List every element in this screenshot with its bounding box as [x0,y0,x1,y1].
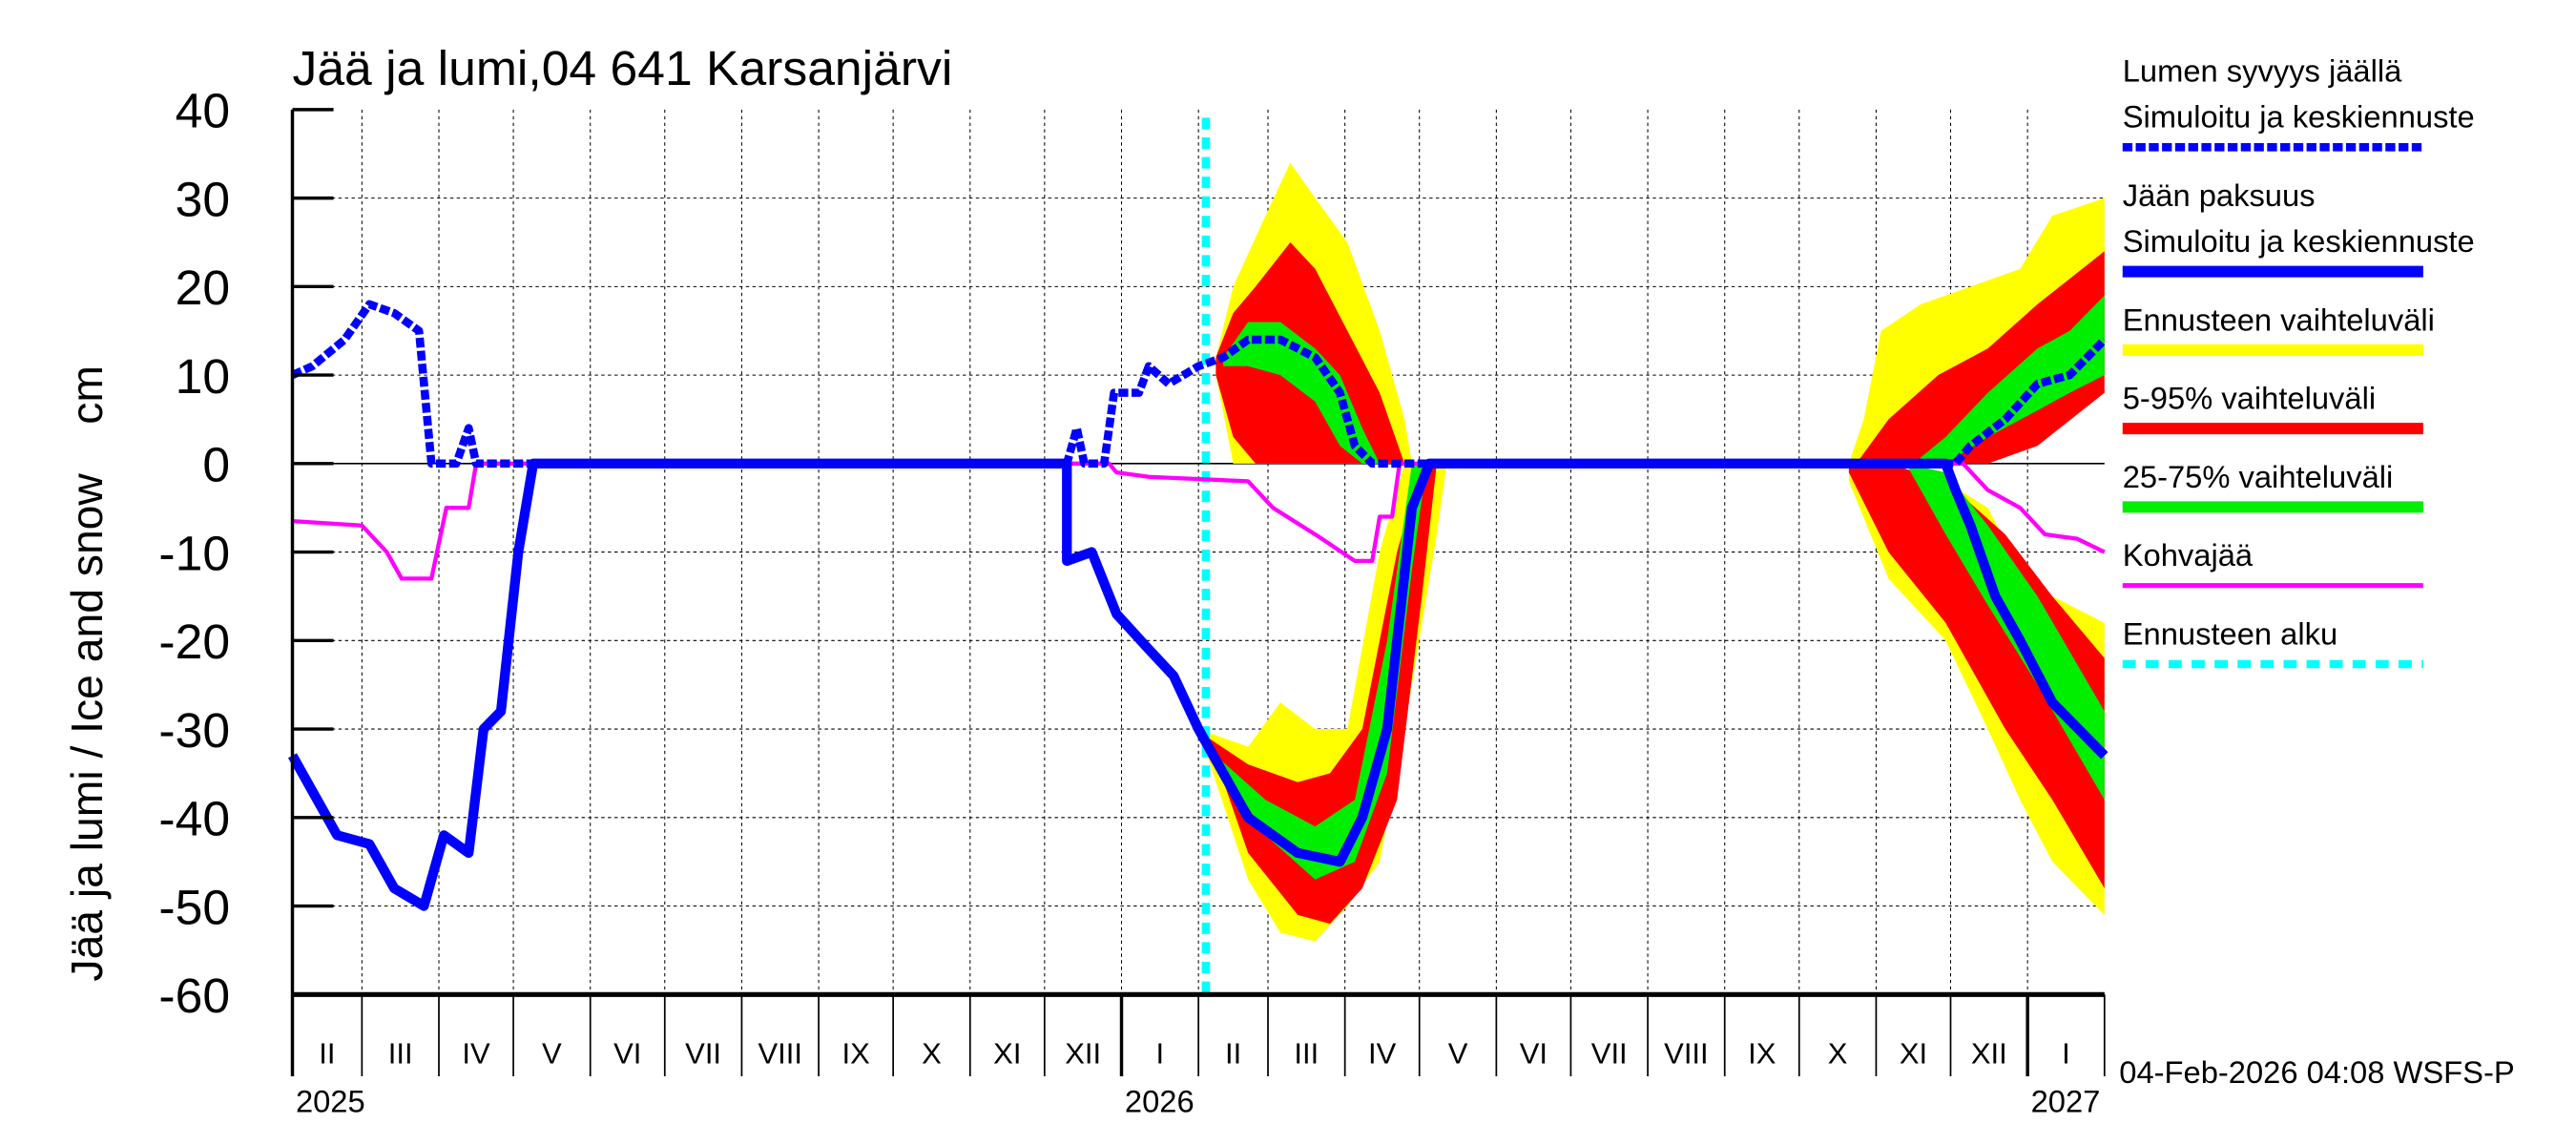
month-label: X [922,1036,942,1070]
series-lines [287,117,2109,995]
month-label: I [1156,1036,1165,1070]
legend-label: Lumen syvyys jäällä [2123,53,2402,89]
month-label: I [2062,1036,2070,1070]
month-label: VIII [758,1036,802,1070]
legend-label: Jään paksuus [2123,177,2316,213]
y-tick-label: 20 [176,260,230,315]
band-p25_75 [1913,295,2105,464]
month-label: V [1448,1036,1468,1070]
month-label: II [1225,1036,1241,1070]
month-label: III [1294,1036,1319,1070]
legend-label: Ennusteen alku [2123,615,2337,651]
year-label: 2026 [1125,1084,1195,1119]
chart-title: Jää ja lumi,04 641 Karsanjärvi [293,40,953,95]
month-label: XII [1065,1036,1101,1070]
band-p5_95 [1848,463,2105,888]
y-tick-label: -50 [158,880,230,935]
month-label: XI [993,1036,1021,1070]
month-label: VII [685,1036,721,1070]
legend-label: Ennusteen vaihteluväli [2123,302,2435,337]
legend-label: Simuloitu ja keskiennuste [2123,99,2475,135]
y-tick-label: 40 [176,83,230,138]
legend-label: 25-75% vaihteluväli [2123,459,2394,494]
y-tick-label: -40 [158,791,230,846]
month-label: IV [462,1036,490,1070]
grid [292,109,2105,995]
month-label: IX [841,1036,869,1070]
y-tick-label: 30 [176,172,230,227]
y-tick-label: -60 [158,968,230,1023]
y-tick-label: -20 [158,614,230,669]
month-label: VII [1591,1036,1628,1070]
y-axis-label: Jää ja lumi / Ice and snow cm [62,365,112,982]
month-label: II [319,1036,335,1070]
month-label: III [388,1036,413,1070]
y-tick-label: -30 [158,702,230,758]
band-p25_75 [1223,322,1381,464]
legend-label: Kohvajää [2123,537,2254,572]
year-label: 2027 [2031,1084,2101,1119]
month-label: XII [1971,1036,2007,1070]
y-tick-label: 0 [202,437,230,492]
legend-label: 5-95% vaihteluväli [2123,381,2376,416]
month-label: VIII [1664,1036,1708,1070]
month-label: VI [613,1036,641,1070]
month-label: XI [1900,1036,1927,1070]
legend: Lumen syvyys jäällä Simuloitu ja keskienn… [2123,53,2475,669]
month-label: V [542,1036,562,1070]
y-tick-label: -10 [158,526,230,581]
band-p25_75 [1905,463,2105,801]
series-ice [287,458,2109,911]
forecast-bands [1198,162,2105,942]
timestamp: 04-Feb-2026 04:08 WSFS-P [2119,1054,2514,1090]
month-label: IV [1368,1036,1397,1070]
band-p5_95 [1856,251,2105,464]
month-label: X [1828,1036,1848,1070]
year-label: 2025 [296,1084,365,1119]
y-tick-label: 10 [176,348,230,404]
month-label: VI [1520,1036,1548,1070]
series-kohva [292,461,2106,581]
legend-label: Simuloitu ja keskiennuste [2123,223,2475,259]
month-label: IX [1748,1036,1776,1070]
